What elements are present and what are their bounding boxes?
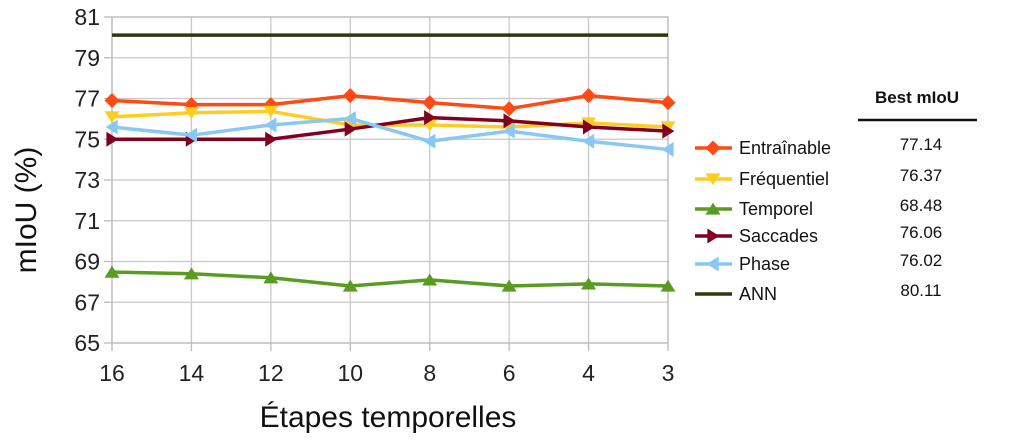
x-tick-label: 6 [503,360,516,386]
y-tick-label: 77 [74,86,100,112]
data-point-temporel [183,267,199,280]
x-tick-label: 14 [179,360,205,386]
legend-marker-temporel [705,202,721,215]
data-point-phase [661,141,674,157]
series-phase [105,110,674,157]
best-miou-value-phase: 76.02 [900,251,943,270]
legend-marker-entrainable [705,140,721,156]
data-point-phase [502,123,515,139]
data-point-phase [582,133,595,149]
x-tick-label: 4 [582,360,595,386]
data-point-entrainable [104,93,120,109]
data-point-entrainable [660,95,676,111]
data-point-saccades [582,119,595,135]
data-point-phase [423,133,436,149]
series-temporel [104,265,676,292]
series-line-saccades [112,115,669,141]
series-line-temporel [111,270,669,288]
tick-labels: 65 67 69 71 73 75 77 79 81 16 14 12 10 8 6 4 3 [74,4,674,386]
best-miou-value-ann: 80.11 [900,281,941,300]
legend-label-frequentiel: Fréquentiel [739,169,829,189]
x-tick-label: 10 [337,360,363,386]
x-axis-title: Étapes temporelles [260,401,517,434]
plot-frame [111,16,669,344]
legend-marker-frequentiel [705,173,721,186]
data-point-temporel [104,265,120,278]
data-point-phase [343,110,356,126]
data-point-temporel [501,279,517,292]
best-miou-value-entrainable: 77.14 [900,135,943,154]
series-line-phase [111,116,669,152]
best-miou-value-temporel: 68.48 [900,196,943,215]
best-miou-value-saccades: 76.06 [900,223,943,242]
series-lines [104,33,676,292]
data-point-phase [185,127,198,143]
legend: Best mIoU Entraînable 77.14 Fréquentiel 76.… [695,88,977,304]
data-point-temporel [581,277,597,290]
y-tick-label: 75 [74,126,100,152]
legend-label-entrainable: Entraînable [739,138,831,158]
y-tick-label: 79 [74,45,100,71]
grid-lines [111,16,669,344]
y-axis-title: mIoU (%) [10,147,43,274]
legend-label-saccades: Saccades [739,226,818,246]
y-tick-label: 81 [74,4,100,30]
data-point-entrainable [342,88,358,104]
data-point-phase [264,117,277,133]
best-miou-value-frequentiel: 76.37 [900,166,943,185]
data-point-saccades [344,121,357,137]
y-tick-label: 71 [74,208,100,234]
data-point-temporel [660,279,676,292]
series-saccades [106,110,675,147]
legend-label-phase: Phase [739,254,790,274]
legend-label-temporel: Temporel [739,199,813,219]
legend-marker-phase [706,256,719,272]
series-line-entrainable [111,93,669,111]
data-point-frequentiel [183,107,199,120]
axes [104,16,669,351]
data-point-frequentiel [104,111,120,124]
data-point-saccades [503,113,516,129]
data-point-entrainable [422,95,438,111]
legend-label-ann: ANN [739,284,777,304]
x-tick-label: 8 [423,360,436,386]
best-miou-header: Best mIoU [875,88,959,107]
data-point-saccades [265,131,278,147]
data-point-temporel [263,271,279,284]
data-point-saccades [424,110,437,126]
y-tick-label: 69 [74,249,100,275]
data-point-saccades [106,131,119,147]
x-tick-label: 16 [99,360,125,386]
data-point-entrainable [581,88,597,104]
x-tick-label: 12 [258,360,284,386]
legend-marker-saccades [707,228,720,244]
y-tick-label: 67 [74,289,100,315]
data-point-entrainable [501,101,517,117]
data-point-saccades [662,123,675,139]
data-point-frequentiel [263,105,279,118]
data-point-temporel [422,273,438,286]
y-tick-label: 65 [74,330,100,356]
data-point-temporel [342,279,358,292]
x-tick-label: 3 [662,360,675,386]
y-tick-label: 73 [74,167,100,193]
data-point-phase [105,119,118,135]
